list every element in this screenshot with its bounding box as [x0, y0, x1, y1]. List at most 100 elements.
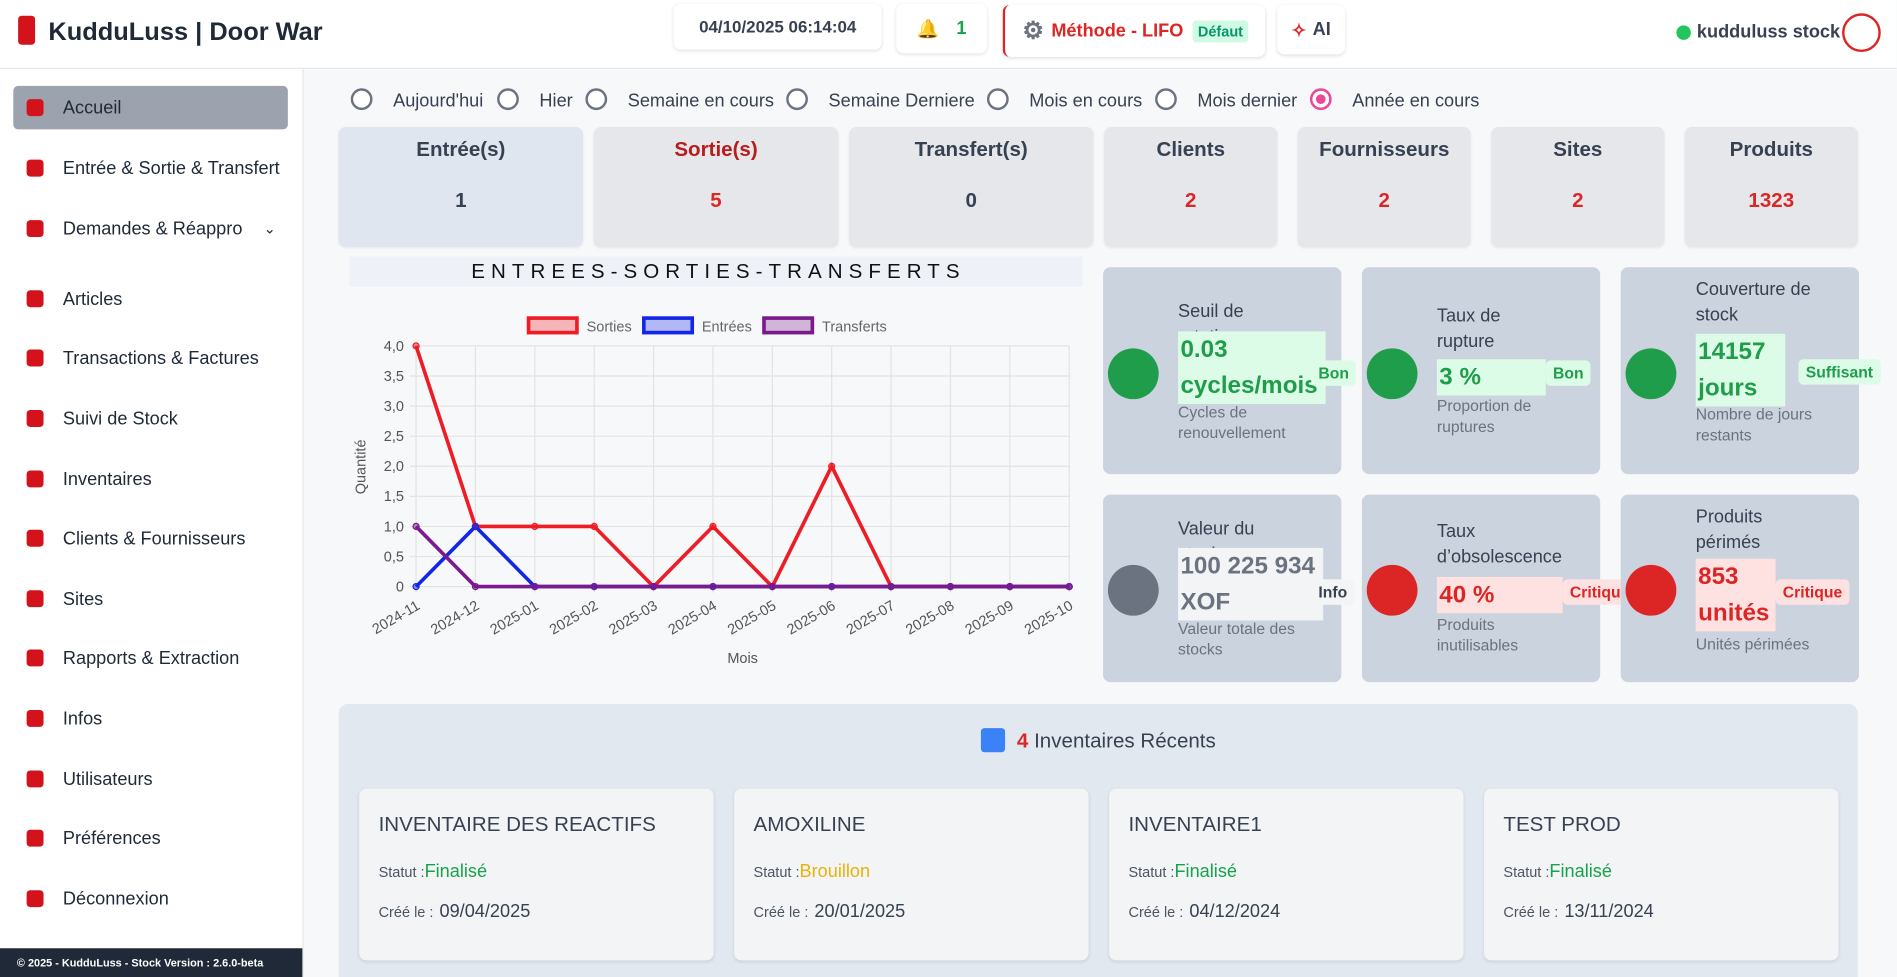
data-point [531, 522, 539, 531]
nav-item[interactable]: Inventaires [13, 457, 288, 501]
radio[interactable] [585, 88, 608, 111]
inventory-card[interactable]: INVENTAIRE1 Statut :Finalisé Créé le : 04/1… [1109, 788, 1464, 961]
nav-item[interactable]: Transactions & Factures [13, 336, 288, 380]
inventory-card[interactable]: AMOXILINE Statut :Brouillon Créé le : 20/01… [734, 788, 1089, 961]
x-tick-label: 2024-11 [370, 598, 423, 638]
nav-label: Infos [62, 708, 103, 729]
chart-title-bg [349, 256, 1083, 287]
radio[interactable] [350, 88, 373, 111]
kpi-badge: Info [1311, 579, 1355, 605]
kpi-card: Taux d’obsolescence 40 % Critique Produits … [1361, 494, 1637, 683]
data-point [412, 342, 420, 350]
chart-title: ENTREES-SORTIES-TRANSFERTS [471, 260, 965, 283]
ai-button[interactable]: ✧ AI [1277, 4, 1345, 55]
kpi-title: Produits périmés [1695, 506, 1763, 553]
inventory-date: Créé le : 13/11/2024 [1503, 901, 1653, 922]
radio[interactable] [786, 88, 808, 111]
kpi-badge: Critique [1775, 579, 1850, 605]
created-date: 20/01/2025 [814, 901, 906, 922]
kpi-icon [1625, 564, 1677, 616]
inventory-date: Créé le : 20/01/2025 [754, 901, 906, 922]
stat-value: 2 [1572, 188, 1584, 212]
kpi-title: Taux de rupture [1436, 306, 1501, 352]
inventory-card[interactable]: INVENTAIRE DES REACTIFS Statut :Finalisé C… [359, 788, 714, 961]
radio[interactable] [1309, 88, 1332, 111]
nav-icon [26, 99, 44, 117]
kpi-badge: Bon [1545, 360, 1591, 386]
nav-item[interactable]: Articles [13, 277, 288, 321]
method[interactable]: ⚙ Méthode - LIFO Défaut [1002, 4, 1266, 57]
nav-item[interactable]: Demandes & Réappro ⌄ [13, 207, 288, 251]
x-tick-label: 2025-08 [903, 598, 957, 638]
nav-item[interactable]: Préférences [13, 816, 288, 860]
x-tick-label: 2025-04 [666, 598, 720, 638]
gear-icon: ⚙ [1022, 18, 1045, 45]
nav-label: Rapports & Extraction [62, 647, 240, 669]
notifications[interactable]: 🔔 1 [896, 3, 987, 54]
x-tick-label: 2025-01 [488, 598, 542, 638]
legend-swatch [526, 316, 579, 335]
stat-label: Fournisseurs [1319, 137, 1450, 161]
stat-value: 2 [1185, 188, 1197, 212]
bell-icon: 🔔 [916, 18, 940, 40]
inventory-name: INVENTAIRE DES REACTIFS [378, 812, 656, 836]
data-point [649, 582, 658, 591]
kpi-card: Seuil de rotation0.03 cycles/moisBonCycl… [1103, 267, 1357, 475]
kpi-value: 3 % [1436, 359, 1546, 396]
inventory-status: Statut :Finalisé [1128, 861, 1237, 882]
brand-name: KudduLuss [48, 18, 189, 46]
stat-card: Transfert(s) 0 [849, 126, 1094, 247]
footer: © 2025 - KudduLuss - Stock Version : 2.6… [0, 948, 303, 977]
nav-item[interactable]: Clients & Fournisseurs [13, 516, 288, 560]
inventory-card[interactable]: TEST PROD Statut :Finalisé Créé le : 13/11/… [1484, 788, 1839, 961]
created-label: Créé le : [753, 903, 809, 921]
kpi-title: Taux d’obsolescence [1436, 521, 1562, 568]
status-dot [1676, 25, 1691, 40]
kpi-value: 853 unités [1695, 558, 1776, 632]
user-name[interactable]: kudduluss stock [1696, 21, 1841, 43]
nav-item[interactable]: Rapports & Extraction [13, 636, 288, 680]
created-date: 13/11/2024 [1564, 901, 1654, 922]
nav-icon [26, 470, 44, 488]
stat-value: 1323 [1748, 188, 1795, 212]
nav-item[interactable]: Entrée & Sortie & Transfert [13, 146, 288, 190]
x-tick-label: 2025-10 [1022, 598, 1076, 638]
stat-value: 2 [1378, 188, 1390, 212]
kpi-value: 40 % [1436, 576, 1563, 614]
nav-item[interactable]: Accueil [13, 85, 288, 130]
status-label: Statut : [1128, 863, 1175, 881]
nav-label: Sites [62, 588, 104, 609]
nav-item[interactable]: Sites [13, 577, 288, 621]
y-tick-label: 3,0 [384, 399, 404, 415]
separator: | [195, 18, 203, 46]
nav-item[interactable]: Déconnexion [13, 877, 288, 921]
nav-label: Demandes & Réappro [62, 218, 243, 239]
stat-value: 5 [710, 188, 722, 212]
radio[interactable] [986, 88, 1009, 111]
radio[interactable] [1155, 88, 1177, 111]
kpi-title: Couverture de stock [1695, 279, 1811, 326]
nav-icon [26, 410, 44, 427]
y-axis-title: Quantité [353, 439, 369, 494]
data-point [828, 582, 836, 591]
created-date: 04/12/2024 [1189, 901, 1281, 922]
nav-label: Transactions & Factures [62, 347, 259, 369]
nav-item[interactable]: Infos [13, 697, 288, 741]
nav-label: Préférences [62, 827, 161, 849]
x-tick-label: 2025-06 [784, 598, 838, 638]
nav-item[interactable]: Suivi de Stock [13, 397, 288, 441]
kpi-description: Produits inutilisables [1436, 615, 1519, 655]
nav-label: Suivi de Stock [62, 408, 178, 429]
y-tick-label: 2,0 [384, 459, 404, 475]
radio[interactable] [497, 88, 519, 111]
nav-label: Déconnexion [62, 888, 169, 909]
inventory-date: Créé le : 04/12/2024 [1128, 901, 1280, 922]
kpi-card: Valeur du stock100 225 934 XOFInfoValeur… [1103, 494, 1355, 683]
avatar[interactable] [1842, 13, 1881, 53]
kpi-value: 14157 jours [1695, 333, 1786, 407]
y-tick-label: 1,0 [384, 519, 404, 535]
nav-item[interactable]: Utilisateurs [13, 757, 288, 801]
inventories-title: Inventaires Récents [1034, 729, 1216, 753]
